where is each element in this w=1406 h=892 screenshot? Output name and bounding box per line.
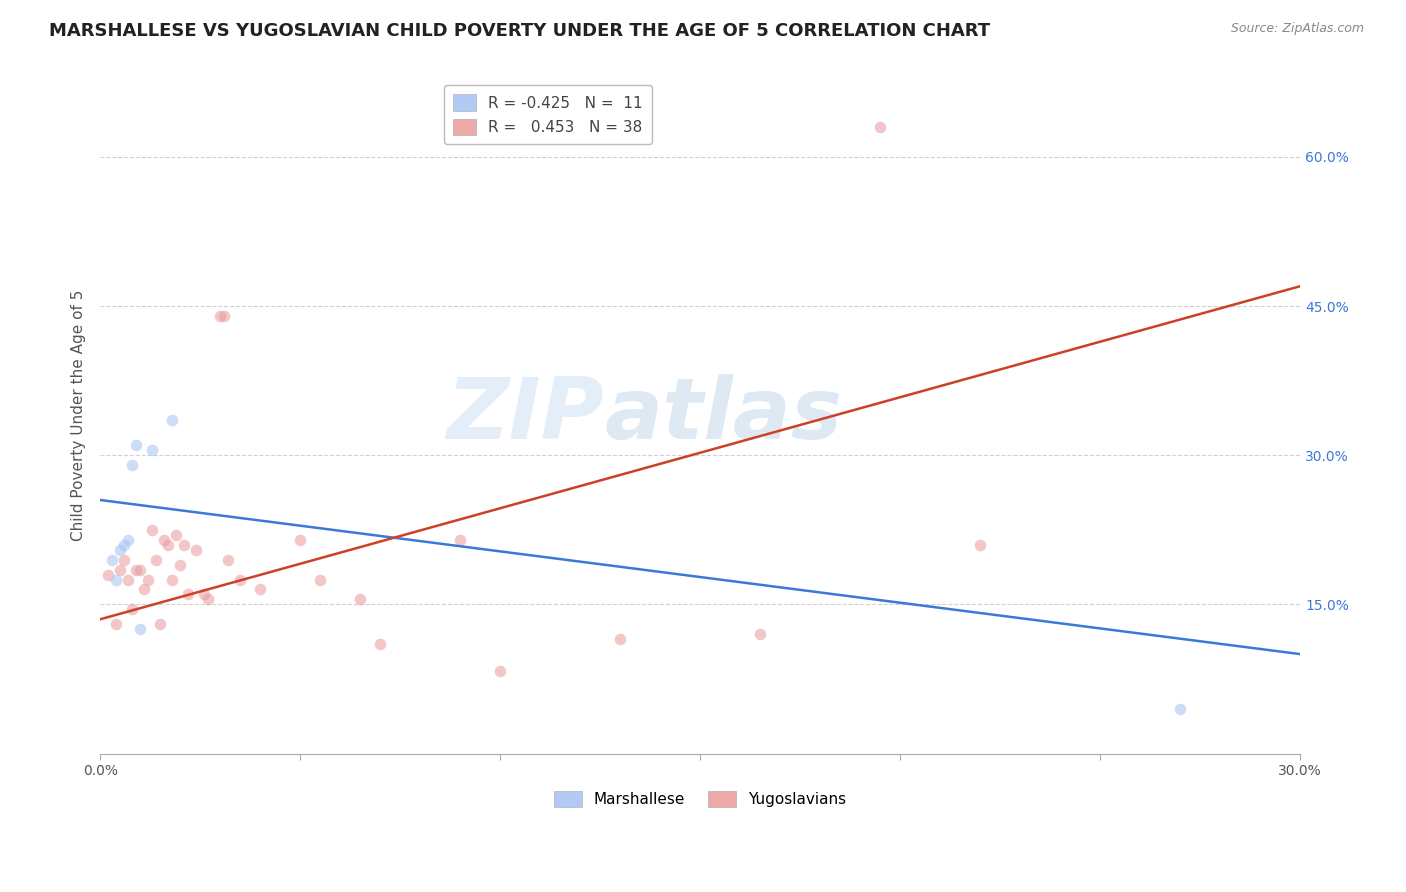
- Point: [141, 523, 163, 537]
- Point: [165, 528, 187, 542]
- Point: [288, 533, 311, 547]
- Point: [157, 538, 180, 552]
- Point: [149, 617, 172, 632]
- Point: [101, 552, 124, 566]
- Point: [134, 582, 156, 597]
- Y-axis label: Child Poverty Under the Age of 5: Child Poverty Under the Age of 5: [72, 290, 86, 541]
- Point: [489, 664, 512, 678]
- Point: [97, 567, 120, 582]
- Point: [969, 538, 991, 552]
- Point: [117, 533, 139, 547]
- Text: atlas: atlas: [605, 374, 842, 457]
- Point: [169, 558, 191, 572]
- Point: [105, 617, 128, 632]
- Point: [153, 533, 176, 547]
- Point: [309, 573, 332, 587]
- Point: [112, 538, 135, 552]
- Point: [197, 592, 219, 607]
- Text: MARSHALLESE VS YUGOSLAVIAN CHILD POVERTY UNDER THE AGE OF 5 CORRELATION CHART: MARSHALLESE VS YUGOSLAVIAN CHILD POVERTY…: [49, 22, 990, 40]
- Point: [117, 573, 139, 587]
- Point: [125, 563, 148, 577]
- Text: ZIP: ZIP: [447, 374, 605, 457]
- Point: [108, 563, 131, 577]
- Point: [869, 120, 891, 135]
- Point: [173, 538, 195, 552]
- Point: [121, 458, 143, 473]
- Point: [112, 552, 135, 566]
- Point: [349, 592, 371, 607]
- Point: [108, 542, 131, 557]
- Point: [125, 438, 148, 452]
- Point: [368, 637, 391, 651]
- Point: [160, 573, 183, 587]
- Point: [141, 443, 163, 458]
- Point: [145, 552, 167, 566]
- Point: [105, 573, 128, 587]
- Point: [1168, 702, 1191, 716]
- Point: [160, 413, 183, 427]
- Point: [177, 587, 200, 601]
- Point: [136, 573, 159, 587]
- Point: [217, 552, 239, 566]
- Point: [209, 309, 232, 323]
- Point: [129, 563, 152, 577]
- Legend: Marshallese, Yugoslavians: Marshallese, Yugoslavians: [548, 785, 852, 814]
- Point: [129, 622, 152, 636]
- Point: [229, 573, 252, 587]
- Point: [609, 632, 631, 647]
- Point: [249, 582, 271, 597]
- Text: Source: ZipAtlas.com: Source: ZipAtlas.com: [1230, 22, 1364, 36]
- Point: [121, 602, 143, 616]
- Point: [212, 309, 235, 323]
- Point: [749, 627, 772, 641]
- Point: [184, 542, 207, 557]
- Point: [449, 533, 471, 547]
- Point: [193, 587, 215, 601]
